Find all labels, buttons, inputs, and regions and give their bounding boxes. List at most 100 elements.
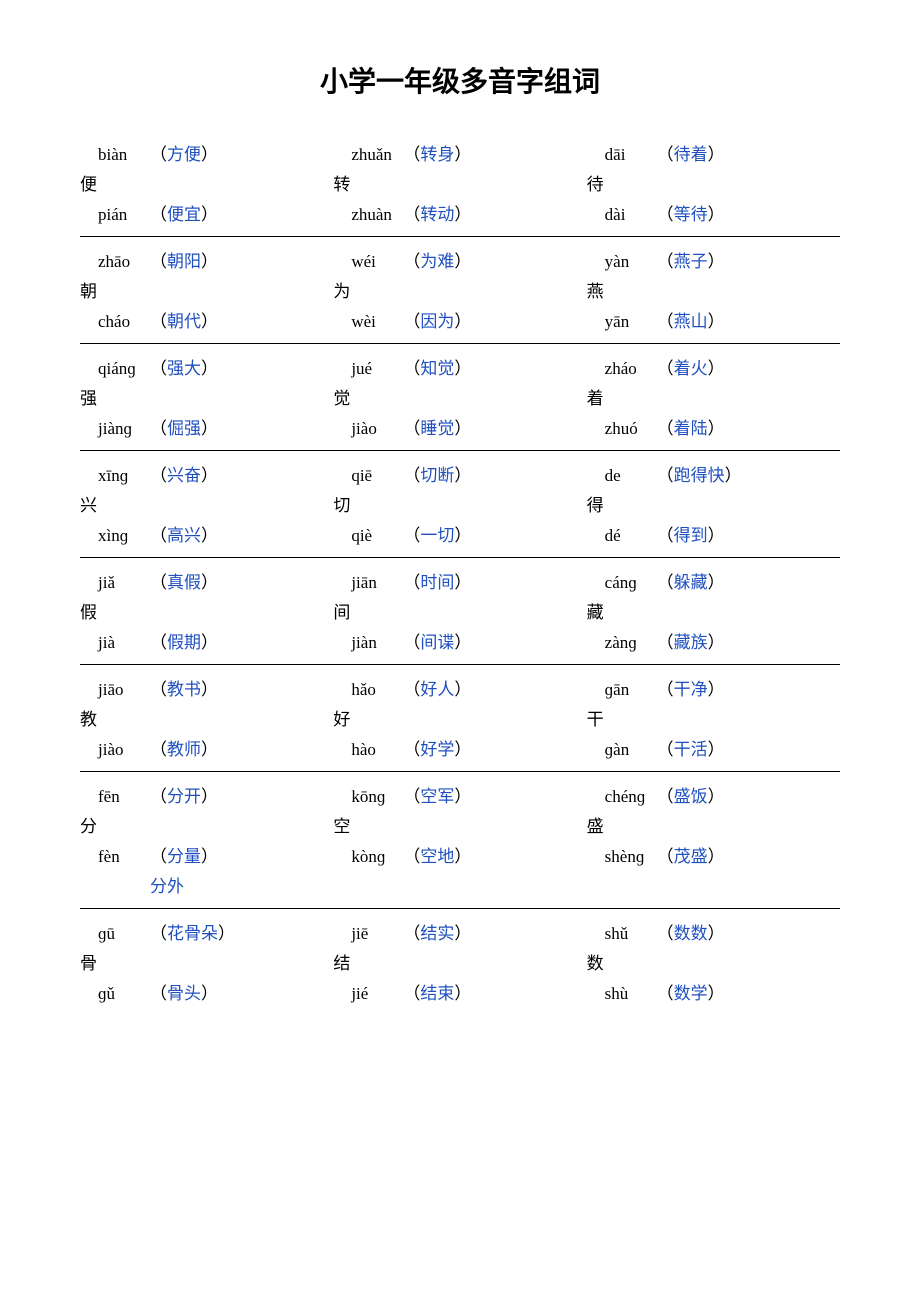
cell: 结 <box>333 949 586 974</box>
hanzi: 空 <box>333 812 350 837</box>
cell: fèn（ 分量） <box>80 842 333 867</box>
pinyin: wèi <box>333 312 403 332</box>
word: 转动 <box>420 200 454 225</box>
word: 因为 <box>420 307 454 332</box>
paren-close: ） <box>708 979 725 1004</box>
cell: kònɡ（ 空地） <box>333 842 586 867</box>
paren-close: ） <box>454 354 471 379</box>
paren-close: ） <box>454 461 471 486</box>
pinyin: ɡān <box>587 680 657 700</box>
row-line: jiāo（ 教书）hǎo（ 好人）ɡān（ 干净） <box>80 675 840 703</box>
word: 燕子 <box>674 247 708 272</box>
word: 空地 <box>420 842 454 867</box>
paren-close: ） <box>708 842 725 867</box>
paren-close: ） <box>454 842 471 867</box>
word: 倔强 <box>167 414 201 439</box>
paren-open: （ <box>657 782 674 807</box>
cell: jiāo（ 教书） <box>80 675 333 700</box>
word: 跑得快 <box>674 461 725 486</box>
row-line: biàn（ 方便）zhuǎn（ 转身）dāi（ 待着） <box>80 140 840 168</box>
cell: chénɡ（ 盛饭） <box>587 782 840 807</box>
word: 盛饭 <box>674 782 708 807</box>
word: 间谍 <box>420 628 454 653</box>
word: 兴奋 <box>167 461 201 486</box>
word: 等待 <box>674 200 708 225</box>
cell: 觉 <box>333 384 586 409</box>
word: 时间 <box>420 568 454 593</box>
row: xīnɡ（ 兴奋）qiē（ 切断）de（ 跑得快）兴切得xìnɡ（ 高兴）qiè… <box>80 461 840 558</box>
word: 为难 <box>420 247 454 272</box>
paren-close: ） <box>218 919 235 944</box>
paren-close: ） <box>454 628 471 653</box>
paren-close: ） <box>201 414 218 439</box>
word: 藏族 <box>674 628 708 653</box>
pinyin: chénɡ <box>587 787 657 807</box>
hanzi: 教 <box>80 705 97 730</box>
cell: hǎo（ 好人） <box>333 675 586 700</box>
paren-open: （ <box>403 568 420 593</box>
pinyin: qiē <box>333 466 403 486</box>
paren-close: ） <box>454 414 471 439</box>
paren-close: ） <box>201 461 218 486</box>
paren-open: （ <box>403 919 420 944</box>
cell: cháo（ 朝代） <box>80 307 333 332</box>
cell: 为 <box>333 277 586 302</box>
paren-open: （ <box>150 919 167 944</box>
pinyin: xīnɡ <box>80 466 150 486</box>
extra-word: 分外 <box>80 872 184 897</box>
word: 着火 <box>674 354 708 379</box>
pinyin: zhuǎn <box>333 145 403 165</box>
cell: 好 <box>333 705 586 730</box>
pinyin: jiān <box>333 573 403 593</box>
hanzi: 分 <box>80 812 97 837</box>
paren-close: ） <box>454 919 471 944</box>
paren-open: （ <box>403 354 420 379</box>
paren-open: （ <box>150 842 167 867</box>
word: 朝代 <box>167 307 201 332</box>
row-line: jià（ 假期）jiàn（ 间谍）zànɡ（ 藏族） <box>80 628 840 656</box>
paren-close: ） <box>454 247 471 272</box>
paren-close: ） <box>454 521 471 546</box>
pinyin: xìnɡ <box>80 526 150 546</box>
paren-open: （ <box>657 568 674 593</box>
pinyin: jiào <box>333 419 403 439</box>
paren-close: ） <box>708 919 725 944</box>
pinyin: jiàn <box>333 633 403 653</box>
paren-close: ） <box>201 842 218 867</box>
row-line: jiào（ 教师）hào（ 好学）ɡàn（ 干活） <box>80 735 840 763</box>
word: 真假 <box>167 568 201 593</box>
cell: yān（ 燕山） <box>587 307 840 332</box>
paren-open: （ <box>403 675 420 700</box>
row-line: 分空盛 <box>80 812 840 840</box>
pinyin: qiánɡ <box>80 359 150 379</box>
word: 空军 <box>420 782 454 807</box>
hanzi: 切 <box>333 491 350 516</box>
row-line: xīnɡ（ 兴奋）qiē（ 切断）de（ 跑得快） <box>80 461 840 489</box>
pinyin: dài <box>587 205 657 225</box>
hanzi: 兴 <box>80 491 97 516</box>
pinyin: jiē <box>333 924 403 944</box>
cell: qiē（ 切断） <box>333 461 586 486</box>
cell: jiǎ（ 真假） <box>80 568 333 593</box>
cell: 分外 <box>80 872 333 897</box>
hanzi: 为 <box>333 277 350 302</box>
hanzi: 好 <box>333 705 350 730</box>
row-line: 便转待 <box>80 170 840 198</box>
hanzi: 待 <box>587 170 604 195</box>
paren-close: ） <box>708 568 725 593</box>
cell: 间 <box>333 598 586 623</box>
paren-open: （ <box>403 782 420 807</box>
hanzi: 藏 <box>587 598 604 623</box>
paren-open: （ <box>657 354 674 379</box>
paren-open: （ <box>150 414 167 439</box>
cell: 朝 <box>80 277 333 302</box>
cell: shǔ（ 数数） <box>587 919 840 944</box>
paren-open: （ <box>150 735 167 760</box>
word: 数数 <box>674 919 708 944</box>
pinyin: dāi <box>587 145 657 165</box>
hanzi: 假 <box>80 598 97 623</box>
pinyin: zháo <box>587 359 657 379</box>
cell: jiànɡ（ 倔强） <box>80 414 333 439</box>
pinyin: cháo <box>80 312 150 332</box>
paren-close: ） <box>201 979 218 1004</box>
